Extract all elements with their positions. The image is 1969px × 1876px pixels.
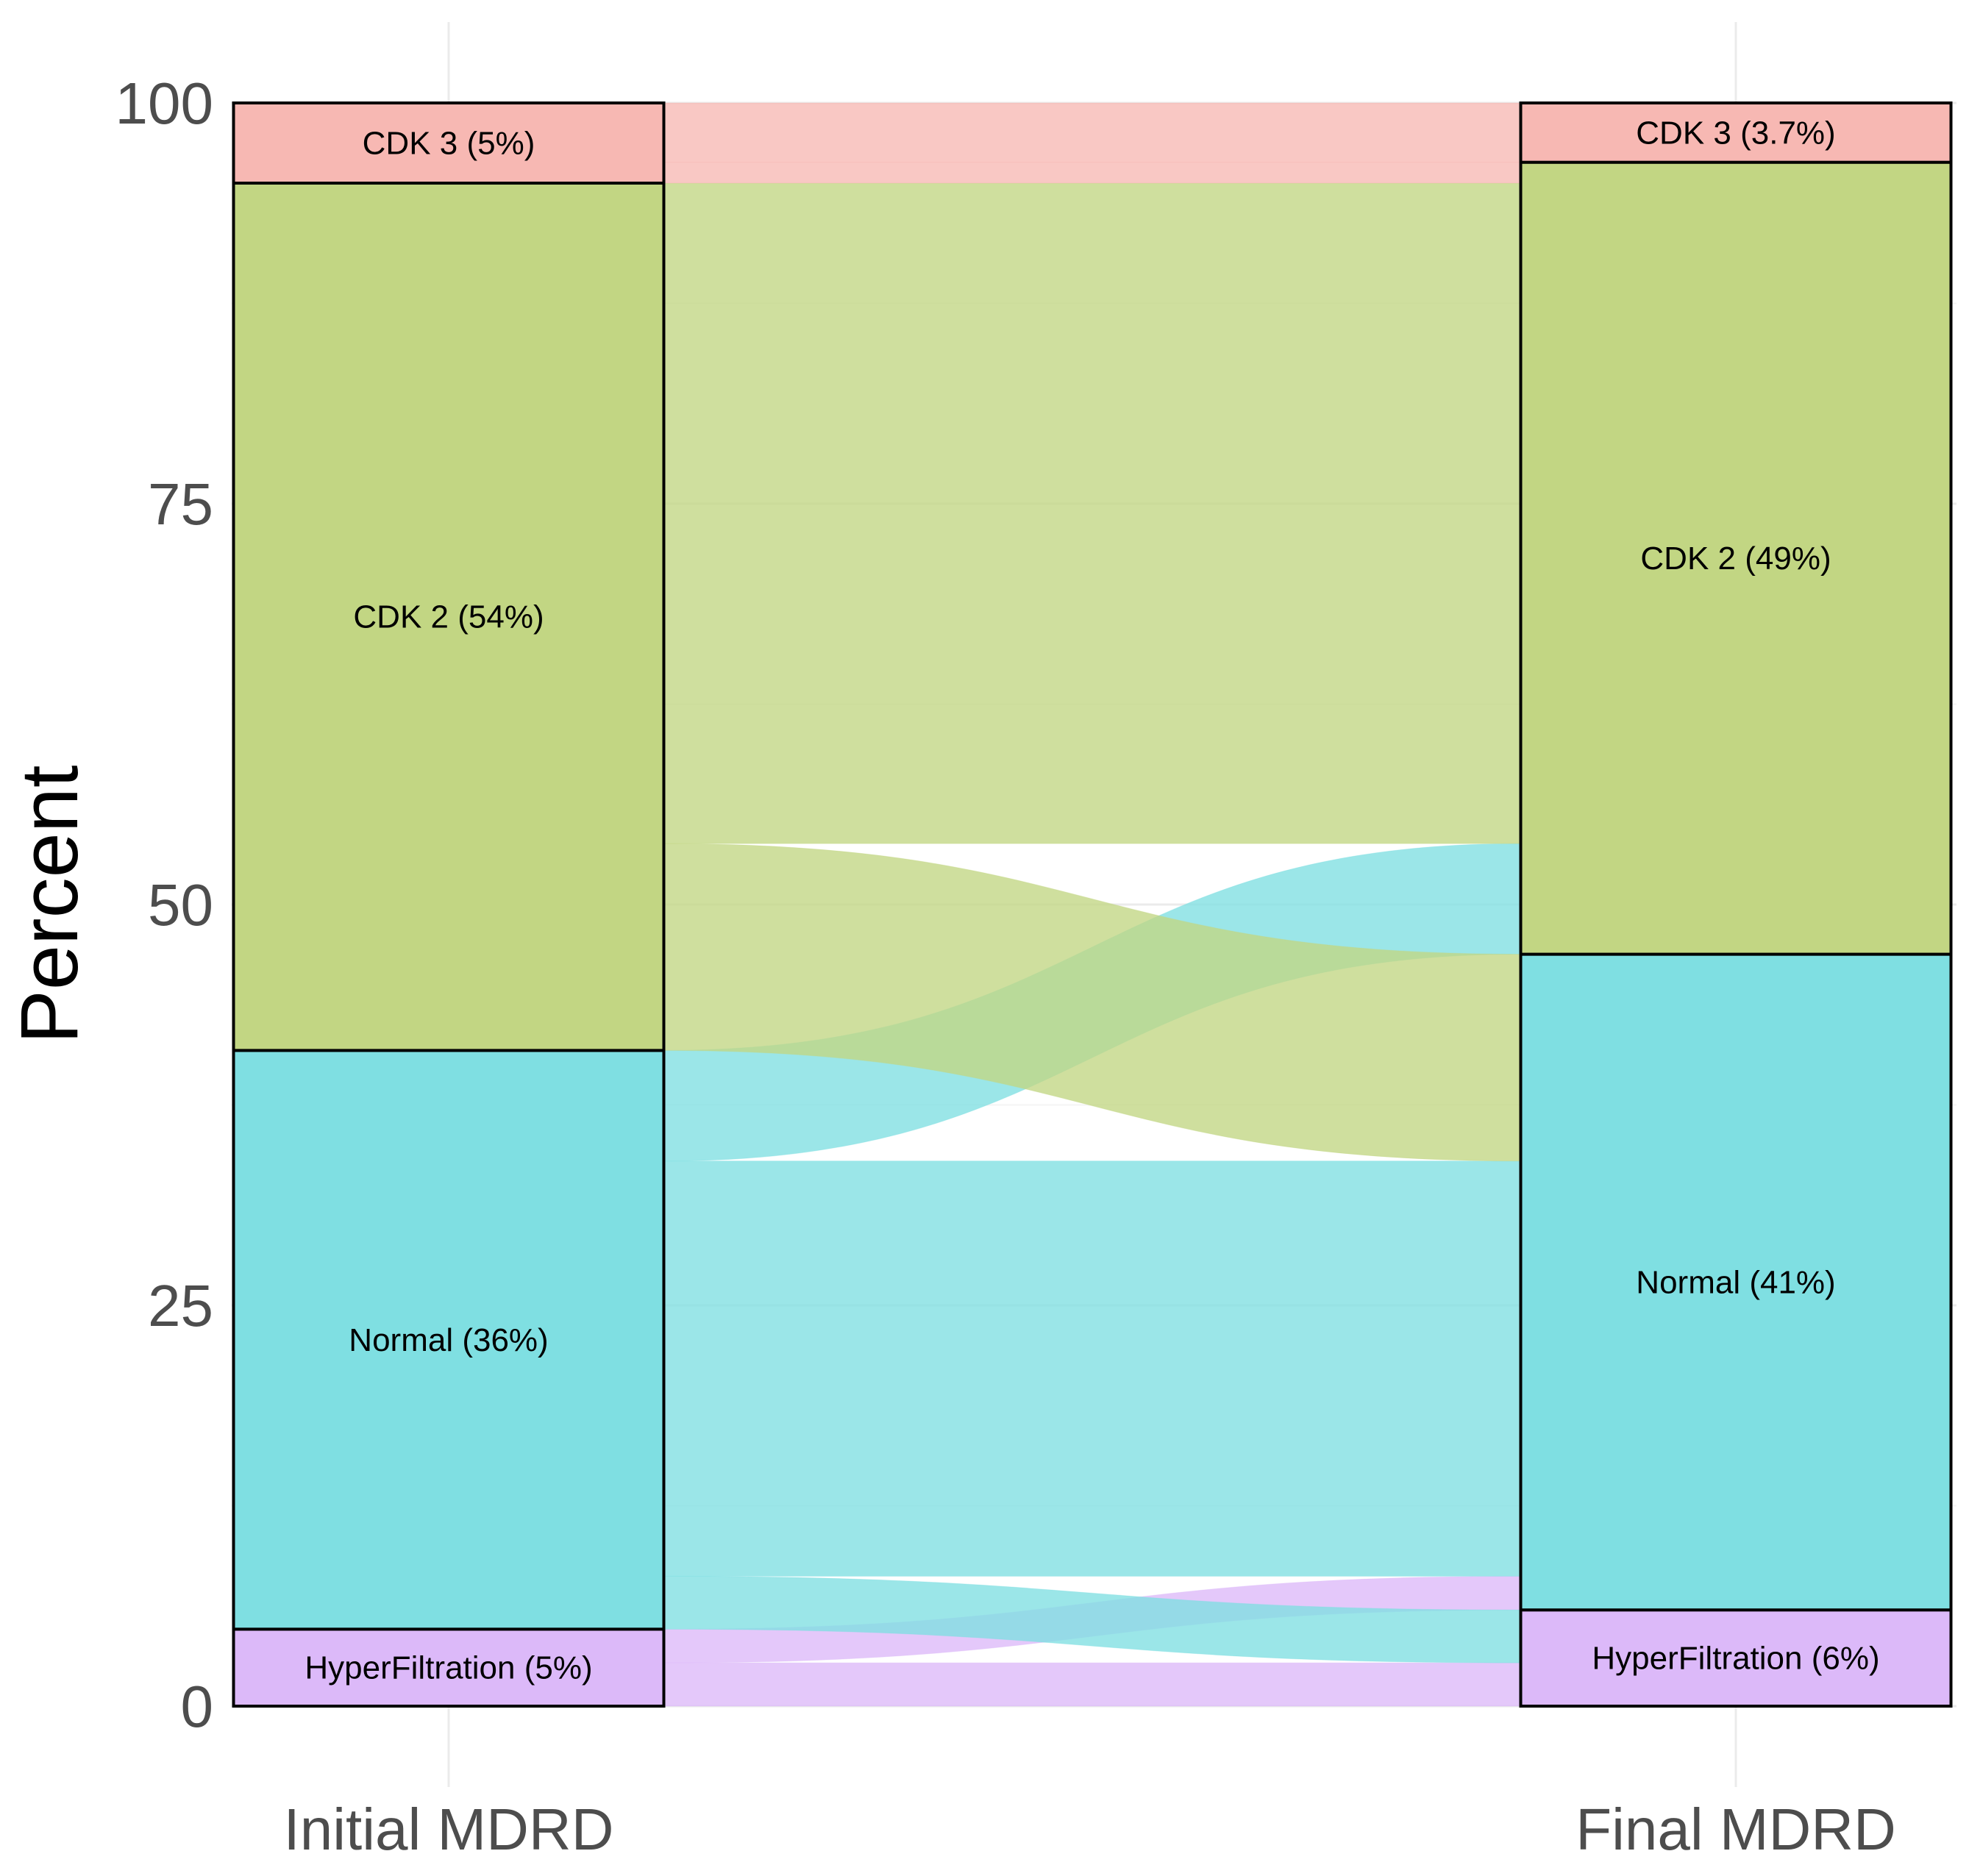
- flow-layer: [663, 102, 1521, 1707]
- stratum-label-initial-cdk2: CDK 2 (54%): [353, 599, 544, 635]
- y-tick-0: 0: [181, 1674, 214, 1739]
- stratum-final-normal: [1519, 952, 1953, 1612]
- flow-cdk3-to-cdk3: [663, 102, 1521, 163]
- stratum-label-final-hyper: HyperFiltration (6%): [1592, 1641, 1879, 1677]
- stratum-initial-normal: [232, 1049, 666, 1631]
- stratum-initial-cdk3: [232, 101, 666, 185]
- y-tick-25: 25: [148, 1273, 213, 1338]
- flow-normal-to-normal: [663, 1160, 1521, 1577]
- y-tick-75: 75: [148, 471, 213, 537]
- stratum-label-initial-hyper: HyperFiltration (5%): [305, 1650, 592, 1686]
- x-tick-0: Initial MDRD: [284, 1797, 614, 1862]
- flow-hyper-to-hyper: [663, 1662, 1521, 1707]
- strata-layer: [232, 101, 1953, 1708]
- label-layer: HyperFiltration (5%) Normal (36%) CDK 2 (5…: [305, 115, 1879, 1686]
- stratum-label-initial-normal: Normal (36%): [349, 1322, 548, 1358]
- stratum-final-cdk3: [1519, 101, 1953, 164]
- x-tick-1: Final MDRD: [1575, 1797, 1896, 1862]
- y-tick-50: 50: [148, 872, 213, 938]
- flow-cdk2-to-cdk2: [663, 182, 1521, 844]
- flow-cdk3-to-cdk2: [663, 162, 1521, 184]
- x-axis-labels: Initial MDRD Final MDRD: [284, 1797, 1896, 1862]
- stratum-final-hyper: [1519, 1608, 1953, 1708]
- y-tick-100: 100: [115, 71, 213, 136]
- stratum-initial-cdk2: [232, 182, 666, 1052]
- stratum-label-final-normal: Normal (41%): [1636, 1264, 1835, 1300]
- stratum-label-initial-cdk3: CDK 3 (5%): [363, 126, 535, 162]
- y-axis-ticks: 0 25 50 75 100: [115, 71, 213, 1739]
- stratum-label-final-cdk2: CDK 2 (49%): [1640, 541, 1831, 577]
- stratum-final-cdk2: [1519, 160, 1953, 956]
- y-axis-title: Percent: [4, 765, 95, 1044]
- stratum-label-final-cdk3: CDK 3 (3.7%): [1636, 115, 1835, 151]
